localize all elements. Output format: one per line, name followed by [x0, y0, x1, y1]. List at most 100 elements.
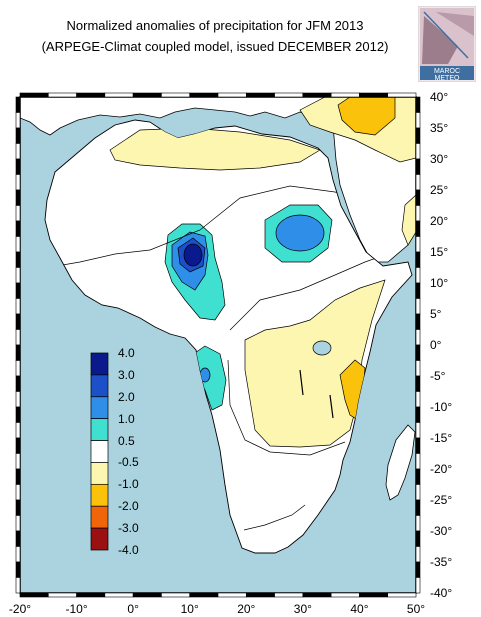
frame-tick-segment	[15, 499, 21, 516]
frame-tick-segment	[19, 592, 49, 598]
frame-tick-segment	[415, 127, 421, 144]
frame-tick-segment	[15, 329, 21, 346]
frame-tick-segment	[415, 251, 421, 268]
lat-tick-label: 25°	[430, 183, 449, 197]
frame-tick-segment	[359, 592, 389, 598]
legend-label: -1.0	[118, 477, 139, 492]
lon-tick-label: 0°	[127, 602, 139, 616]
logo-text-top: MAROC	[434, 68, 460, 75]
frame-tick-segment	[161, 592, 191, 598]
frame-tick-segment	[76, 592, 106, 598]
anomaly-arabia-dry	[401, 194, 416, 246]
frame-tick-segment	[415, 298, 421, 315]
frame-tick-segment	[330, 592, 360, 598]
frame-tick-segment	[15, 189, 21, 206]
frame-tick-segment	[415, 422, 421, 439]
lon-tick-label: 40°	[350, 602, 369, 616]
frame-tick-segment	[15, 546, 21, 563]
frame-tick-segment	[415, 236, 421, 253]
frame-tick-segment	[245, 92, 275, 98]
frame-tick-segment	[415, 158, 421, 175]
legend-label: 0.5	[118, 433, 135, 448]
frame-tick-segment	[19, 92, 49, 98]
frame-tick-segment	[302, 592, 332, 598]
legend-swatch	[90, 352, 109, 376]
frame-tick-segment	[15, 453, 21, 470]
frame-tick-segment	[415, 189, 421, 206]
frame-tick-segment	[415, 515, 421, 532]
frame-tick-segment	[15, 174, 21, 191]
frame-tick-segment	[15, 360, 21, 377]
frame-tick-segment	[15, 220, 21, 237]
lat-tick-label: 5°	[430, 307, 442, 321]
lat-tick-label: 35°	[430, 121, 449, 135]
frame-tick-segment	[274, 592, 304, 598]
frame-tick-segment	[76, 92, 106, 98]
legend-label: -4.0	[118, 543, 139, 557]
anomaly-turkey-dry-core	[337, 97, 396, 136]
frame-tick-segment	[415, 344, 421, 361]
frame-tick-segment	[415, 205, 421, 222]
frame-tick-segment	[415, 313, 421, 330]
frame-tick-segment	[415, 499, 421, 516]
legend-swatch	[90, 418, 109, 441]
frame-tick-segment	[189, 592, 219, 598]
frame-tick-segment	[15, 344, 21, 361]
frame-tick-segment	[415, 220, 421, 237]
lat-tick-label: -40°	[430, 586, 453, 600]
legend-swatch	[90, 462, 109, 485]
frame-tick-segment	[15, 96, 21, 113]
frame-tick-segment	[387, 592, 417, 598]
lon-tick-label: -20°	[8, 602, 32, 616]
legend-label: 3.0	[118, 367, 135, 382]
frame-tick-segment	[217, 92, 247, 98]
legend-label: -2.0	[118, 499, 139, 514]
lat-tick-label: 20°	[430, 214, 449, 228]
frame-tick-segment	[15, 375, 21, 392]
frame-tick-segment	[387, 92, 417, 98]
lake-victoria	[312, 340, 332, 356]
frame-tick-segment	[47, 92, 77, 98]
frame-tick-segment	[189, 92, 219, 98]
frame-tick-segment	[15, 127, 21, 144]
logo-text-bottom: METEO	[435, 75, 460, 82]
frame-tick-segment	[302, 92, 332, 98]
frame-tick-segment	[15, 112, 21, 129]
frame-tick-segment	[15, 577, 21, 594]
frame-tick-segment	[330, 92, 360, 98]
frame-tick-segment	[15, 313, 21, 330]
frame-tick-segment	[15, 406, 21, 423]
lat-tick-label: -20°	[430, 462, 453, 476]
frame-tick-segment	[245, 592, 275, 598]
lon-tick-label: 50°	[406, 602, 426, 616]
frame-tick-segment	[415, 329, 421, 346]
frame-tick-segment	[47, 592, 77, 598]
frame-tick-segment	[15, 236, 21, 253]
legend-swatch	[90, 396, 109, 420]
frame-tick-segment	[161, 92, 191, 98]
legend-swatch	[90, 505, 109, 529]
madagascar-land	[385, 424, 416, 501]
legend-swatch	[90, 527, 109, 551]
frame-tick-segment	[15, 484, 21, 501]
frame-tick-segment	[132, 92, 162, 98]
lon-tick-label: 20°	[237, 602, 256, 616]
lat-tick-label: 10°	[430, 276, 449, 290]
frame-tick-segment	[415, 468, 421, 485]
map-title: Normalized anomalies of precipitation fo…	[66, 18, 364, 33]
legend-label: 1.0	[118, 411, 135, 426]
lat-tick-label: 30°	[430, 152, 449, 166]
frame-tick-segment	[104, 592, 134, 598]
lat-tick-label: -15°	[430, 431, 453, 445]
contour-line-central	[229, 254, 386, 331]
frame-tick-segment	[415, 143, 421, 160]
frame-ticks	[15, 92, 421, 598]
lake-malawi	[329, 394, 334, 419]
frame-tick-segment	[415, 174, 421, 191]
lon-tick-label: 30°	[293, 602, 312, 616]
frame-tick-segment	[15, 391, 21, 408]
lon-tick-label: 10°	[180, 602, 199, 616]
frame-tick-segment	[415, 453, 421, 470]
frame-tick-segment	[15, 158, 21, 175]
